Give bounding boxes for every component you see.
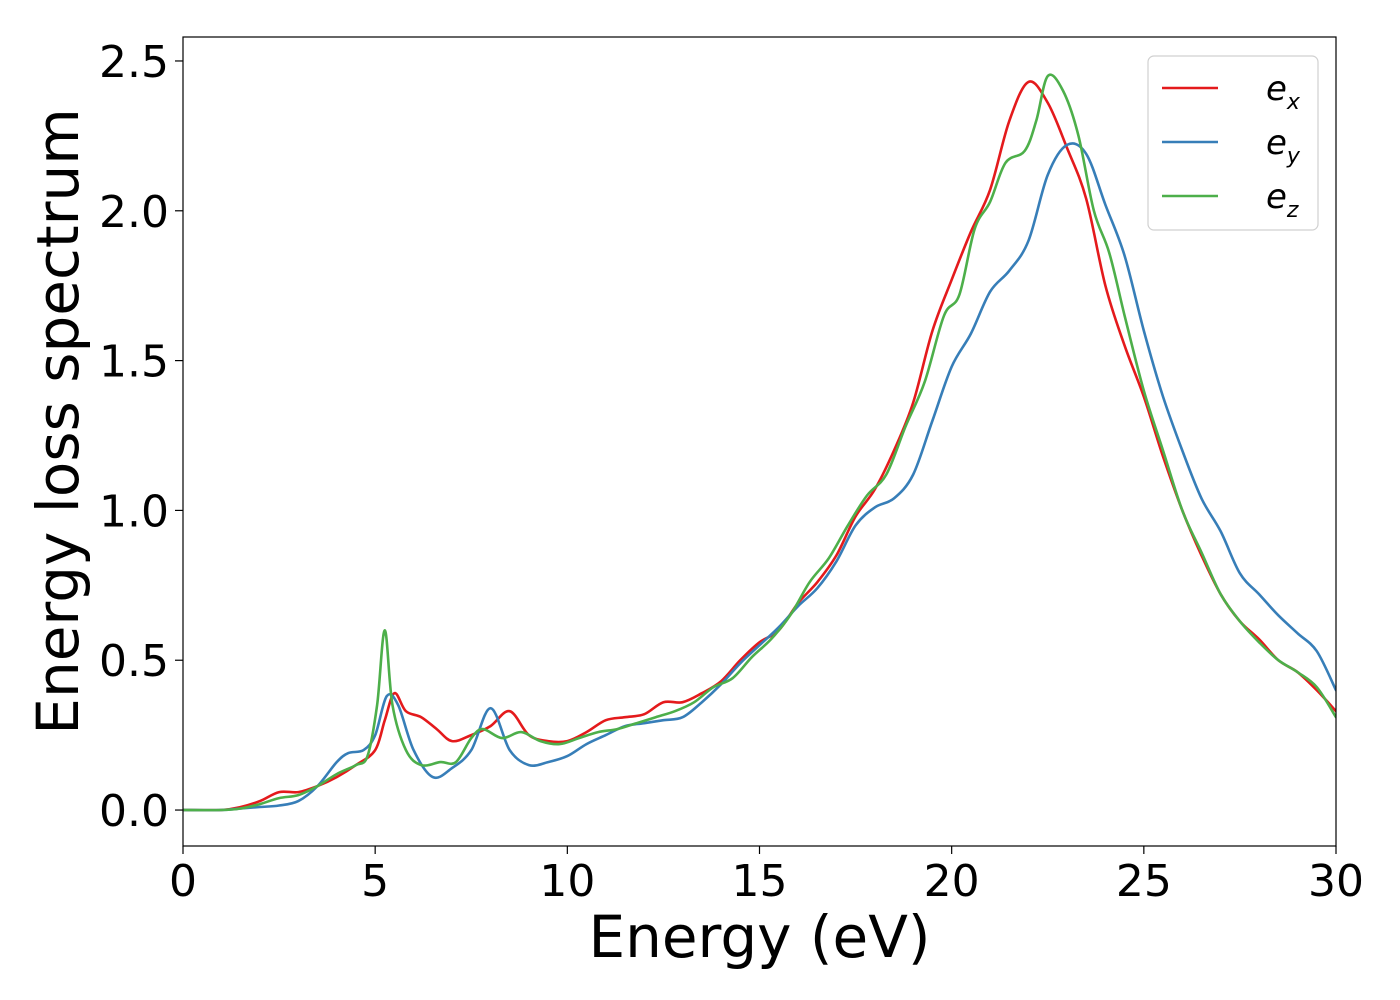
legend-label-z: ez	[1266, 177, 1299, 223]
legend-label-subscript: z	[1286, 198, 1299, 223]
legend-label-x: ex	[1266, 69, 1301, 115]
y-axis-ticks: 0.0 0.5 1.0 1.5 2.0 2.5	[99, 37, 183, 837]
x-axis-ticks: 0 5 10 15 20 25 30	[169, 846, 1364, 907]
y-tick-label: 0.5	[99, 636, 169, 687]
series-line-e-x	[183, 80, 1336, 812]
x-axis-title: Energy (eV)	[588, 903, 930, 971]
legend-label-subscript: x	[1286, 90, 1301, 115]
y-tick-label: 1.0	[99, 486, 169, 537]
y-tick-label: 2.5	[99, 37, 169, 88]
x-tick-label: 15	[732, 856, 788, 907]
legend-label-y: ey	[1266, 123, 1301, 169]
x-tick-label: 10	[539, 856, 595, 907]
series-line-e-y	[183, 142, 1336, 812]
y-axis-title: Energy loss spectrum	[24, 108, 92, 734]
legend-label-subscript: y	[1286, 144, 1301, 169]
legend-box	[1147, 55, 1319, 231]
x-tick-label: 20	[924, 856, 980, 907]
x-tick-label: 0	[169, 856, 197, 907]
legend-label-base: e	[1266, 123, 1287, 163]
legend-label-base: e	[1266, 69, 1287, 109]
y-tick-label: 0.0	[99, 786, 169, 837]
x-tick-label: 5	[361, 856, 389, 907]
series-layer	[183, 73, 1336, 812]
y-tick-label: 1.5	[99, 337, 169, 388]
series-line-e-z	[183, 73, 1336, 812]
x-tick-label: 25	[1116, 856, 1172, 907]
y-tick-label: 2.0	[99, 187, 169, 238]
legend-label-base: e	[1266, 177, 1287, 217]
x-tick-label: 30	[1308, 856, 1364, 907]
